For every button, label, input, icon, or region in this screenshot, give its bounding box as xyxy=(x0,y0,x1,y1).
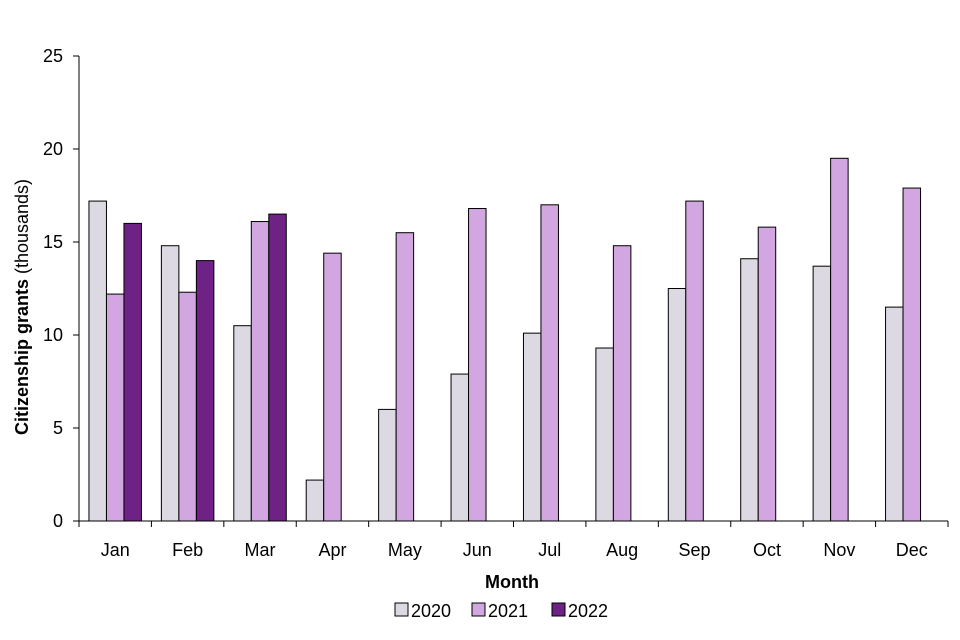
bar-2020-sep xyxy=(667,288,687,522)
legend: 2020 2021 2022 xyxy=(394,601,608,621)
bar-2020-dec xyxy=(885,306,904,522)
bar-2021-sep xyxy=(685,200,704,522)
bar-2021-jun xyxy=(468,208,487,522)
legend-label-2021: 2021 xyxy=(488,601,528,621)
x-tick-label: May xyxy=(388,540,422,560)
y-axis-ticks: 0 5 10 15 20 25 xyxy=(43,46,79,531)
y-tick-label: 25 xyxy=(43,46,63,66)
bar-2020-apr xyxy=(305,479,325,522)
x-tick-label: Jan xyxy=(101,540,130,560)
bar-2020-oct xyxy=(740,258,759,522)
x-tick-label: Apr xyxy=(318,540,346,560)
bar-2020-jun xyxy=(450,373,470,522)
x-tick-label: Nov xyxy=(823,540,855,560)
y-axis-title-unit: (thousands) xyxy=(12,179,32,279)
x-tick-label: Dec xyxy=(896,540,928,560)
y-tick-label: 0 xyxy=(53,511,63,531)
y-axis-title: Citizenship grants (thousands) xyxy=(12,179,32,435)
x-tick-label: Mar xyxy=(245,540,276,560)
bar-2021-apr xyxy=(323,252,342,522)
bar-2021-mar xyxy=(250,221,270,522)
x-axis-ticks: Jan Feb Mar Apr May Jun Jul Aug Sep Oct Nov Dec xyxy=(78,521,949,560)
bar-2021-dec xyxy=(902,187,922,522)
bar-2020-aug xyxy=(595,347,614,522)
legend-swatch-2020 xyxy=(394,602,409,617)
bars xyxy=(88,157,922,522)
x-tick-label: Aug xyxy=(606,540,638,560)
y-tick-label: 15 xyxy=(43,232,63,252)
bar-2022-jan xyxy=(123,222,142,522)
bar-2020-jul xyxy=(522,332,542,522)
y-tick-label: 10 xyxy=(43,325,63,345)
legend-swatch-2022 xyxy=(551,602,566,617)
bar-2021-oct xyxy=(757,226,777,522)
y-axis-title-bold: Citizenship grants xyxy=(12,279,32,435)
x-axis-title: Month xyxy=(485,572,539,592)
x-tick-label: Sep xyxy=(679,540,711,560)
x-tick-label: Jul xyxy=(538,540,561,560)
bar-2021-may xyxy=(395,232,415,522)
bar-2020-nov xyxy=(812,265,832,522)
y-tick-label: 20 xyxy=(43,139,63,159)
x-tick-label: Feb xyxy=(172,540,203,560)
bar-2020-may xyxy=(378,408,397,522)
legend-label-2022: 2022 xyxy=(568,601,608,621)
y-tick-label: 5 xyxy=(53,418,63,438)
x-tick-label: Jun xyxy=(463,540,492,560)
bar-2021-jul xyxy=(540,204,559,522)
x-tick-label: Oct xyxy=(753,540,781,560)
bar-2021-feb xyxy=(178,291,197,522)
bar-2021-aug xyxy=(612,245,632,522)
legend-label-2020: 2020 xyxy=(411,601,451,621)
bar-2021-nov xyxy=(830,157,849,522)
bar-2022-feb xyxy=(195,260,215,522)
bar-2020-mar xyxy=(233,325,252,522)
bar-2020-feb xyxy=(160,245,180,522)
bar-2021-jan xyxy=(105,293,125,522)
bar-2022-mar xyxy=(268,213,287,522)
bar-2020-jan xyxy=(88,200,107,522)
legend-swatch-2021 xyxy=(471,602,486,617)
